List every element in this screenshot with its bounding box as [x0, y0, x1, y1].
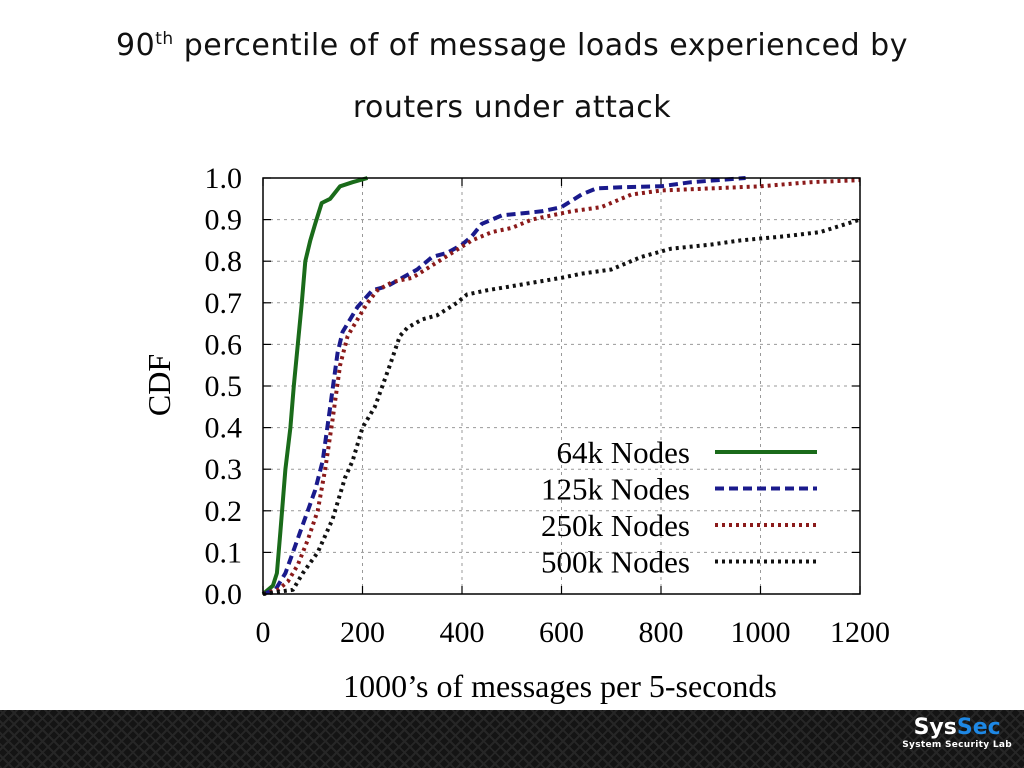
y-tick-label: 0.0: [205, 578, 243, 611]
x-axis-label: 1000’s of messages per 5-seconds: [343, 668, 777, 704]
logo-name-part2: Sec: [956, 715, 1001, 740]
syssec-logo: SysSec System Security Lab: [902, 716, 1012, 751]
y-tick-label: 0.9: [205, 204, 243, 237]
y-tick-label: 0.4: [205, 412, 243, 445]
title-prefix: 90: [116, 28, 156, 63]
x-tick-label: 1200: [830, 616, 890, 649]
series-line-64k-nodes: [261, 176, 369, 596]
series-line-125k-nodes: [262, 176, 746, 596]
y-tick-labels: 0.0 0.1 0.2 0.3 0.4 0.5 0.6 0.7 0.8 0.9 1.0: [205, 162, 243, 611]
title-rest: percentile of of message loads experienc…: [173, 28, 908, 63]
series-line-500k-nodes: [262, 217, 861, 596]
x-tick-label: 400: [440, 616, 485, 649]
x-tick-label: 200: [340, 616, 385, 649]
y-tick-label: 0.8: [205, 245, 243, 278]
logo-subtitle: System Security Lab: [902, 740, 1012, 750]
series-line-250k-nodes: [262, 178, 861, 596]
cdf-chart: 0 200 400 600 800 1000 1200 0.0 0.1 0.2 0.3 0.4 0.5…: [141, 162, 891, 704]
footer-bar: SysSec System Security Lab: [0, 710, 1024, 768]
x-tick-labels: 0 200 400 600 800 1000 1200: [256, 616, 891, 649]
y-tick-label: 0.1: [205, 536, 243, 569]
chart-grid: [262, 177, 861, 595]
y-tick-label: 1.0: [205, 162, 243, 195]
x-tick-label: 800: [639, 616, 684, 649]
chart-series: [261, 176, 861, 596]
x-tick-label: 600: [539, 616, 584, 649]
title-superscript: th: [155, 29, 174, 49]
legend-label: 250k Nodes: [541, 508, 690, 543]
logo-name: SysSec: [902, 716, 1012, 740]
slide-title-line2: routers under attack: [352, 90, 672, 125]
y-tick-label: 0.5: [205, 370, 243, 403]
x-tick-label: 0: [256, 616, 271, 649]
logo-name-part1: Sys: [913, 715, 957, 740]
legend-label: 500k Nodes: [541, 545, 690, 580]
x-tick-label: 1000: [731, 616, 791, 649]
y-tick-label: 0.7: [205, 287, 243, 320]
legend-label: 125k Nodes: [541, 472, 690, 507]
y-tick-label: 0.3: [205, 453, 243, 486]
y-tick-label: 0.2: [205, 495, 243, 528]
plot-frame: [262, 177, 861, 595]
slide-title-line1: 90th percentile of of message loads expe…: [0, 28, 1024, 63]
y-tick-label: 0.6: [205, 328, 243, 361]
legend-label: 64k Nodes: [557, 435, 690, 470]
y-axis-label: CDF: [141, 354, 177, 416]
